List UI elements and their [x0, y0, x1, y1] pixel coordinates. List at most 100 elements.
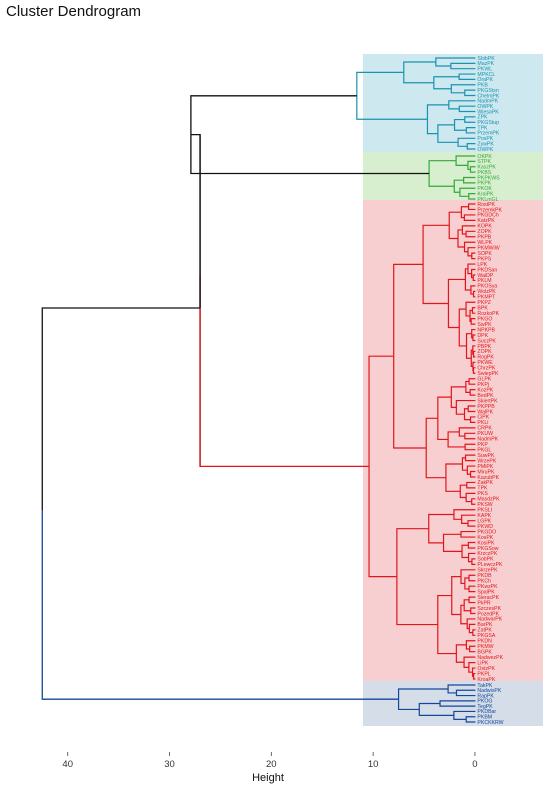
dendrogram-link — [457, 137, 476, 147]
leaf-label: LGPK — [477, 518, 491, 524]
leaf-label: PKOK — [477, 186, 492, 192]
dendrogram-link — [447, 278, 466, 329]
x-axis: Height 40 30 20 10 0 — [62, 752, 478, 784]
leaf-label: PKS — [477, 491, 488, 497]
leaf-label: ZOPK — [477, 229, 492, 235]
leaf-label: KatzPK — [477, 218, 495, 224]
leaf-label: KaszPK — [477, 165, 496, 171]
dendrogram-link — [467, 520, 476, 527]
dendrogram-link — [455, 689, 476, 697]
dendrogram-link — [461, 514, 476, 524]
leaf-label: PKCKKRW — [477, 720, 503, 726]
leaf-label: PKCh — [477, 579, 491, 585]
dendrogram-link — [199, 274, 370, 468]
leaf-label: PKPB — [477, 235, 491, 241]
leaf-label: LPK — [477, 262, 487, 268]
dendrogram-link — [455, 155, 476, 167]
leaf-label: SbibPK — [477, 56, 495, 62]
dendrogram-link — [465, 640, 476, 650]
leaf-label: TakPK — [477, 683, 493, 689]
leaf-label: OraPK — [477, 77, 493, 83]
leaf-label: WalPK — [477, 409, 493, 415]
leaf-label: PKPPB — [477, 404, 495, 410]
leaf-label: PKSLI — [477, 508, 492, 514]
leaf-label: NadwarPK — [477, 617, 502, 623]
leaf-label: PKLmGL — [477, 197, 498, 203]
leaf-label: WrzePK — [477, 458, 496, 464]
dendrogram-link — [471, 307, 476, 314]
leaf-label: PKOSya — [477, 284, 497, 290]
leaf-label: BPK — [477, 306, 488, 312]
cluster-band — [362, 681, 543, 726]
dendrogram-link — [466, 618, 476, 630]
leaf-label: NadmPK — [477, 437, 498, 443]
dendrogram-link — [461, 544, 469, 559]
x-tick-label: 0 — [472, 759, 477, 770]
cluster-band — [362, 152, 543, 203]
dendrogram-link — [466, 481, 476, 489]
dendrogram-link — [437, 124, 459, 143]
dendrogram-link — [461, 225, 476, 235]
leaf-label: SwiepPK — [477, 371, 499, 377]
leaf-label: PKPL — [477, 671, 490, 677]
leaf-label: NadwisPK — [477, 688, 501, 694]
dendrogram-link — [458, 73, 476, 81]
leaf-label: PMiPK — [477, 464, 493, 470]
leaf-label: PKGStsn — [477, 88, 498, 94]
leaf-label: KAPK — [477, 513, 491, 519]
x-tick-label: 30 — [164, 759, 175, 770]
leaf-label: SpalPK — [477, 589, 495, 595]
dendrogram-link — [190, 133, 201, 467]
leaf-label: BedPK — [477, 393, 494, 399]
leaf-label: PKB — [477, 83, 488, 89]
leaf-label: ChelmPK — [477, 93, 499, 99]
leaf-label: OKPK — [477, 154, 492, 160]
dendrogram-link — [465, 716, 476, 723]
leaf-label: PKGStup — [477, 120, 499, 126]
dendrogram-link — [396, 528, 438, 626]
dendrogram-link — [471, 268, 476, 279]
leaf-label: LiPK — [477, 660, 488, 666]
leaf-label: PKGSA — [477, 633, 495, 639]
dendrogram-link — [468, 596, 476, 604]
leaf-label: MazPK — [477, 61, 494, 67]
leaf-label: PKWL — [477, 67, 492, 73]
x-tick-label: 40 — [62, 759, 73, 770]
leaf-label: BGPK — [477, 650, 492, 656]
leaf-label: GLPK — [477, 377, 491, 383]
leaf-label: TegPK — [477, 704, 493, 710]
leaf-label: SwPK — [477, 322, 492, 328]
leaf-label: SkiertPK — [477, 398, 498, 404]
leaf-label: MiruPK — [477, 469, 495, 475]
leaf-label: KozPK — [477, 387, 493, 393]
dendrogram-link — [458, 427, 476, 437]
leaf-label: SzczesPK — [477, 606, 501, 612]
leaf-label: KroaPK — [477, 677, 495, 683]
dendrogram-link — [469, 645, 476, 653]
dendrogram-link — [471, 558, 476, 565]
dendrogram-link — [448, 211, 462, 240]
leaf-label: ZatPK — [477, 628, 492, 634]
leaf-label: SuwPK — [477, 453, 495, 459]
leaf-label: WLPK — [477, 240, 492, 246]
dendrogram-link — [460, 206, 469, 219]
dendrogram-link — [467, 552, 476, 563]
dendrogram-link — [464, 432, 476, 440]
dendrogram-link — [426, 104, 449, 135]
leaf-label: OstzPK — [477, 666, 495, 672]
leaf-label: PrzemPK — [477, 131, 499, 137]
leaf-label: PKGL — [477, 447, 491, 453]
leaf-label: PKUW — [477, 431, 493, 437]
leaf-label: ZywPK — [477, 141, 494, 147]
dendrogram-link — [461, 457, 468, 471]
leaf-label: PKLi — [477, 420, 488, 426]
leaf-label: SOPK — [477, 251, 492, 257]
leaf-label: PkPR — [477, 600, 491, 606]
leaf-label: BarPK — [477, 622, 493, 628]
leaf-label: SuczPK — [477, 338, 496, 344]
dendrogram-link — [453, 118, 467, 131]
dendrogram-link — [455, 399, 476, 415]
leaf-label: PKSW — [477, 502, 492, 508]
leaf-label: PKWD — [477, 524, 493, 530]
dendrogram-link — [41, 510, 399, 700]
